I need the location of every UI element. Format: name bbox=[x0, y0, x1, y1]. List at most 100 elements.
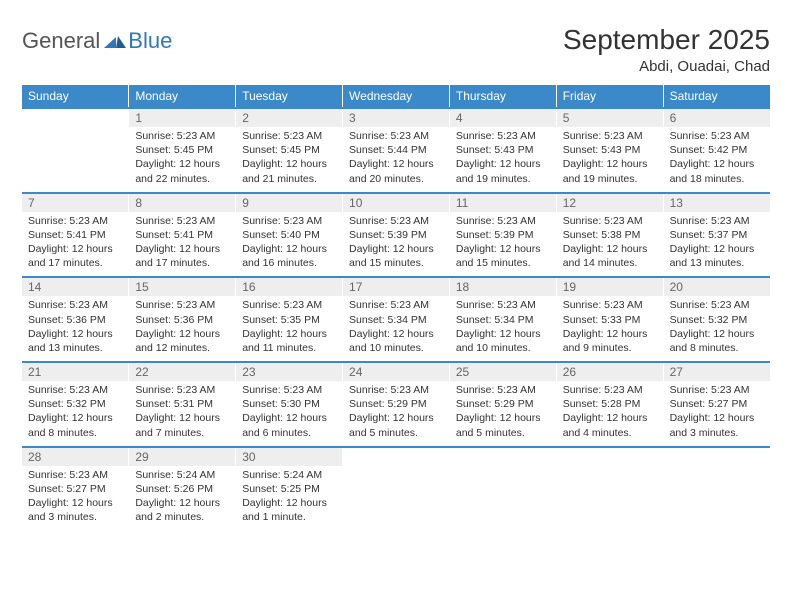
sunset-text: Sunset: 5:44 PM bbox=[349, 143, 443, 157]
daylight-text: Daylight: 12 hours and 19 minutes. bbox=[563, 157, 657, 185]
sunrise-text: Sunrise: 5:23 AM bbox=[456, 129, 550, 143]
day-cell: Sunrise: 5:23 AMSunset: 5:33 PMDaylight:… bbox=[556, 296, 663, 362]
daylight-text: Daylight: 12 hours and 10 minutes. bbox=[456, 327, 550, 355]
daylight-text: Daylight: 12 hours and 21 minutes. bbox=[242, 157, 336, 185]
day-number: 8 bbox=[129, 193, 236, 212]
day-number: 11 bbox=[449, 193, 556, 212]
daylight-text: Daylight: 12 hours and 20 minutes. bbox=[349, 157, 443, 185]
sunset-text: Sunset: 5:25 PM bbox=[242, 482, 336, 496]
sunset-text: Sunset: 5:45 PM bbox=[242, 143, 336, 157]
day-number: 30 bbox=[236, 447, 343, 466]
day-cell: Sunrise: 5:23 AMSunset: 5:32 PMDaylight:… bbox=[663, 296, 770, 362]
daylight-text: Daylight: 12 hours and 17 minutes. bbox=[135, 242, 229, 270]
daylight-text: Daylight: 12 hours and 5 minutes. bbox=[349, 411, 443, 439]
sunset-text: Sunset: 5:31 PM bbox=[135, 397, 229, 411]
sunrise-text: Sunrise: 5:23 AM bbox=[28, 468, 122, 482]
sunrise-text: Sunrise: 5:23 AM bbox=[242, 298, 336, 312]
sunset-text: Sunset: 5:36 PM bbox=[28, 313, 122, 327]
sunset-text: Sunset: 5:32 PM bbox=[28, 397, 122, 411]
sunrise-text: Sunrise: 5:23 AM bbox=[242, 129, 336, 143]
day-number: 7 bbox=[22, 193, 129, 212]
day-number: 28 bbox=[22, 447, 129, 466]
sunrise-text: Sunrise: 5:24 AM bbox=[135, 468, 229, 482]
sunrise-text: Sunrise: 5:23 AM bbox=[670, 383, 764, 397]
day-number bbox=[663, 447, 770, 466]
day-number: 26 bbox=[556, 362, 663, 381]
day-cell: Sunrise: 5:23 AMSunset: 5:44 PMDaylight:… bbox=[343, 127, 450, 193]
sunset-text: Sunset: 5:43 PM bbox=[563, 143, 657, 157]
day-cell: Sunrise: 5:23 AMSunset: 5:41 PMDaylight:… bbox=[129, 212, 236, 278]
day-number: 17 bbox=[343, 277, 450, 296]
day-cell: Sunrise: 5:23 AMSunset: 5:32 PMDaylight:… bbox=[22, 381, 129, 447]
sunset-text: Sunset: 5:34 PM bbox=[349, 313, 443, 327]
day-cell: Sunrise: 5:24 AMSunset: 5:25 PMDaylight:… bbox=[236, 466, 343, 531]
daylight-text: Daylight: 12 hours and 22 minutes. bbox=[135, 157, 229, 185]
day-number: 19 bbox=[556, 277, 663, 296]
sunrise-text: Sunrise: 5:23 AM bbox=[349, 214, 443, 228]
day-cell: Sunrise: 5:23 AMSunset: 5:35 PMDaylight:… bbox=[236, 296, 343, 362]
sunset-text: Sunset: 5:28 PM bbox=[563, 397, 657, 411]
sunset-text: Sunset: 5:36 PM bbox=[135, 313, 229, 327]
daynum-row: 123456 bbox=[22, 108, 770, 127]
daylight-text: Daylight: 12 hours and 12 minutes. bbox=[135, 327, 229, 355]
sunrise-text: Sunrise: 5:23 AM bbox=[135, 129, 229, 143]
sunrise-text: Sunrise: 5:23 AM bbox=[456, 383, 550, 397]
day-number: 5 bbox=[556, 108, 663, 127]
sunrise-text: Sunrise: 5:23 AM bbox=[28, 383, 122, 397]
daylight-text: Daylight: 12 hours and 19 minutes. bbox=[456, 157, 550, 185]
day-number: 12 bbox=[556, 193, 663, 212]
weekday-header: Wednesday bbox=[343, 85, 450, 108]
content-row: Sunrise: 5:23 AMSunset: 5:45 PMDaylight:… bbox=[22, 127, 770, 193]
sunrise-text: Sunrise: 5:23 AM bbox=[670, 298, 764, 312]
day-number: 14 bbox=[22, 277, 129, 296]
sunset-text: Sunset: 5:39 PM bbox=[349, 228, 443, 242]
day-cell: Sunrise: 5:23 AMSunset: 5:34 PMDaylight:… bbox=[449, 296, 556, 362]
day-number: 27 bbox=[663, 362, 770, 381]
sunrise-text: Sunrise: 5:23 AM bbox=[28, 298, 122, 312]
sunrise-text: Sunrise: 5:23 AM bbox=[349, 383, 443, 397]
sunset-text: Sunset: 5:29 PM bbox=[456, 397, 550, 411]
sunrise-text: Sunrise: 5:23 AM bbox=[563, 214, 657, 228]
daylight-text: Daylight: 12 hours and 9 minutes. bbox=[563, 327, 657, 355]
day-cell: Sunrise: 5:23 AMSunset: 5:28 PMDaylight:… bbox=[556, 381, 663, 447]
sunset-text: Sunset: 5:29 PM bbox=[349, 397, 443, 411]
day-cell: Sunrise: 5:23 AMSunset: 5:39 PMDaylight:… bbox=[343, 212, 450, 278]
daylight-text: Daylight: 12 hours and 17 minutes. bbox=[28, 242, 122, 270]
sunrise-text: Sunrise: 5:23 AM bbox=[563, 129, 657, 143]
sunrise-text: Sunrise: 5:23 AM bbox=[563, 383, 657, 397]
sunrise-text: Sunrise: 5:23 AM bbox=[670, 214, 764, 228]
daylight-text: Daylight: 12 hours and 6 minutes. bbox=[242, 411, 336, 439]
sunset-text: Sunset: 5:45 PM bbox=[135, 143, 229, 157]
daylight-text: Daylight: 12 hours and 16 minutes. bbox=[242, 242, 336, 270]
daylight-text: Daylight: 12 hours and 7 minutes. bbox=[135, 411, 229, 439]
day-number: 2 bbox=[236, 108, 343, 127]
day-number: 20 bbox=[663, 277, 770, 296]
header: General Blue September 2025 Abdi, Ouadai… bbox=[22, 24, 770, 75]
page-title: September 2025 bbox=[563, 24, 770, 56]
logo: General Blue bbox=[22, 24, 172, 54]
day-cell: Sunrise: 5:23 AMSunset: 5:30 PMDaylight:… bbox=[236, 381, 343, 447]
day-number: 6 bbox=[663, 108, 770, 127]
weekday-header: Monday bbox=[129, 85, 236, 108]
weekday-header: Friday bbox=[556, 85, 663, 108]
logo-text-general: General bbox=[22, 28, 100, 54]
sunset-text: Sunset: 5:38 PM bbox=[563, 228, 657, 242]
daylight-text: Daylight: 12 hours and 15 minutes. bbox=[456, 242, 550, 270]
content-row: Sunrise: 5:23 AMSunset: 5:32 PMDaylight:… bbox=[22, 381, 770, 447]
day-cell: Sunrise: 5:23 AMSunset: 5:37 PMDaylight:… bbox=[663, 212, 770, 278]
day-cell: Sunrise: 5:23 AMSunset: 5:45 PMDaylight:… bbox=[236, 127, 343, 193]
day-number: 4 bbox=[449, 108, 556, 127]
day-number: 22 bbox=[129, 362, 236, 381]
day-cell: Sunrise: 5:23 AMSunset: 5:36 PMDaylight:… bbox=[22, 296, 129, 362]
daynum-row: 14151617181920 bbox=[22, 277, 770, 296]
sunset-text: Sunset: 5:26 PM bbox=[135, 482, 229, 496]
sunset-text: Sunset: 5:27 PM bbox=[28, 482, 122, 496]
day-number: 18 bbox=[449, 277, 556, 296]
day-cell: Sunrise: 5:23 AMSunset: 5:41 PMDaylight:… bbox=[22, 212, 129, 278]
day-number: 9 bbox=[236, 193, 343, 212]
day-cell: Sunrise: 5:23 AMSunset: 5:34 PMDaylight:… bbox=[343, 296, 450, 362]
sunrise-text: Sunrise: 5:23 AM bbox=[28, 214, 122, 228]
day-number bbox=[449, 447, 556, 466]
sunset-text: Sunset: 5:32 PM bbox=[670, 313, 764, 327]
daylight-text: Daylight: 12 hours and 5 minutes. bbox=[456, 411, 550, 439]
